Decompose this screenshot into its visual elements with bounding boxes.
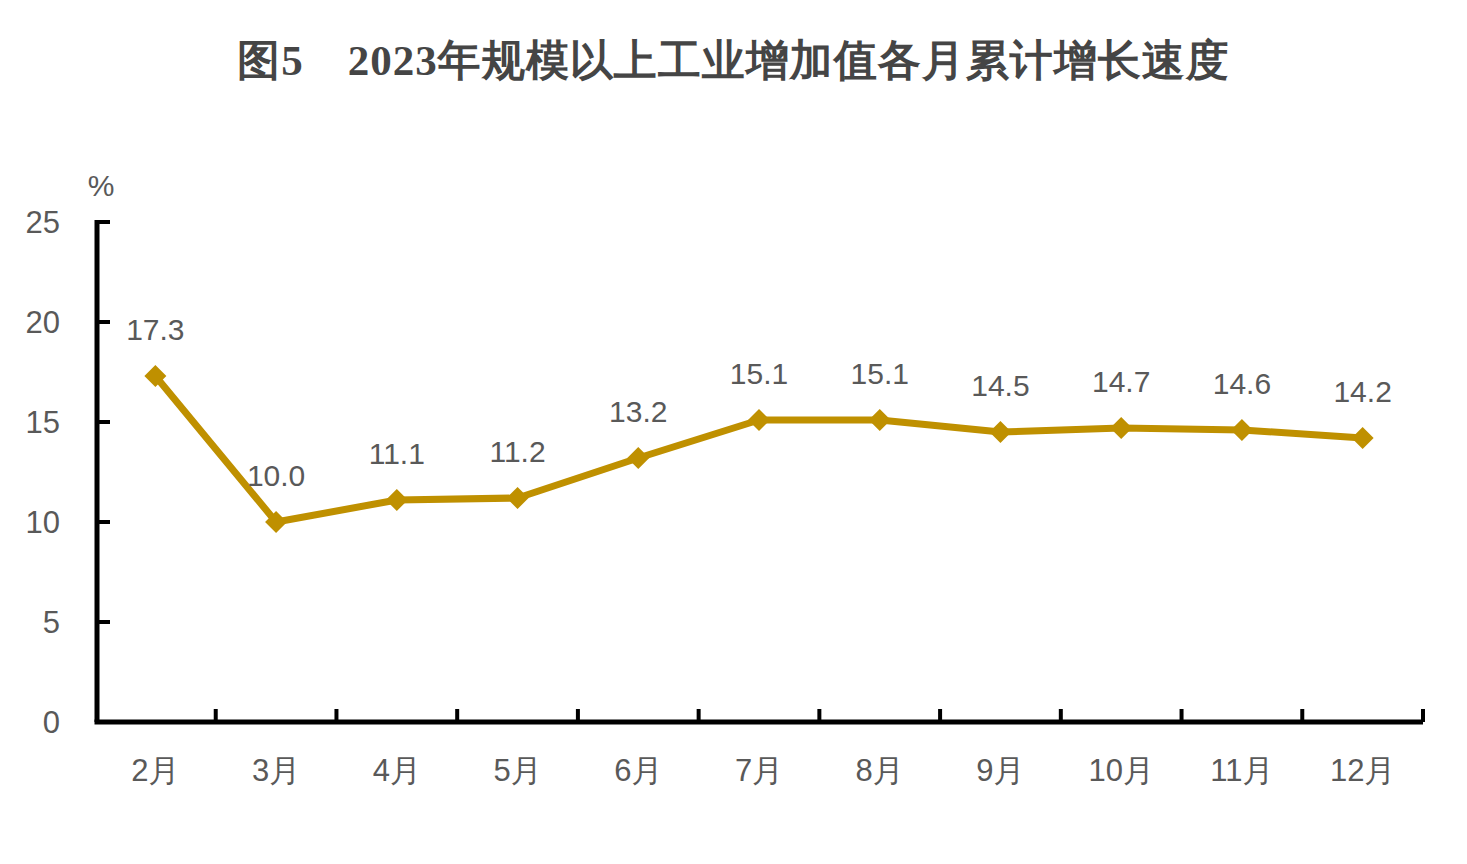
x-tick-label: 3月 <box>252 753 300 788</box>
data-line <box>155 376 1362 522</box>
x-tick-label: 6月 <box>614 753 662 788</box>
data-point-marker <box>748 409 770 431</box>
data-point-marker <box>507 487 529 509</box>
data-label: 14.6 <box>1213 367 1271 400</box>
data-point-marker <box>1231 419 1253 441</box>
y-tick-label: 25 <box>26 205 60 240</box>
data-label: 14.5 <box>971 369 1029 402</box>
data-label: 15.1 <box>851 357 909 390</box>
data-label: 11.2 <box>489 435 545 468</box>
x-tick-label: 10月 <box>1088 753 1153 788</box>
data-label: 15.1 <box>730 357 788 390</box>
data-label: 10.0 <box>247 459 305 492</box>
y-axis-unit-label: % <box>88 169 115 202</box>
data-label: 17.3 <box>126 313 184 346</box>
y-tick-label: 0 <box>43 705 60 740</box>
data-label: 13.2 <box>609 395 667 428</box>
x-tick-label: 11月 <box>1210 753 1273 788</box>
x-tick-label: 4月 <box>373 753 421 788</box>
data-point-marker <box>627 447 649 469</box>
x-tick-label: 9月 <box>976 753 1024 788</box>
data-point-marker <box>1110 417 1132 439</box>
data-point-marker <box>869 409 891 431</box>
x-tick-label: 7月 <box>735 753 783 788</box>
data-label: 14.2 <box>1333 375 1391 408</box>
y-tick-label: 20 <box>26 305 60 340</box>
x-tick-label: 8月 <box>856 753 904 788</box>
line-chart: 0 5 10 15 20 25% 2月 3月 4月 5月 6月 7月 8月 9月 10月 11月 12月 17.3… <box>0 0 1467 864</box>
figure: 图5 2023年规模以上工业增加值各月累计增长速度 0510152025%2月3… <box>0 0 1467 864</box>
data-label: 14.7 <box>1092 365 1150 398</box>
x-tick-label: 5月 <box>493 753 541 788</box>
data-point-marker <box>386 489 408 511</box>
data-label: 11.1 <box>369 437 425 470</box>
y-tick-label: 10 <box>26 505 60 540</box>
y-tick-label: 15 <box>26 405 60 440</box>
x-tick-label: 12月 <box>1330 753 1395 788</box>
y-tick-label: 5 <box>43 605 60 640</box>
data-point-marker <box>1352 427 1374 449</box>
data-point-marker <box>989 421 1011 443</box>
x-tick-label: 2月 <box>131 753 179 788</box>
